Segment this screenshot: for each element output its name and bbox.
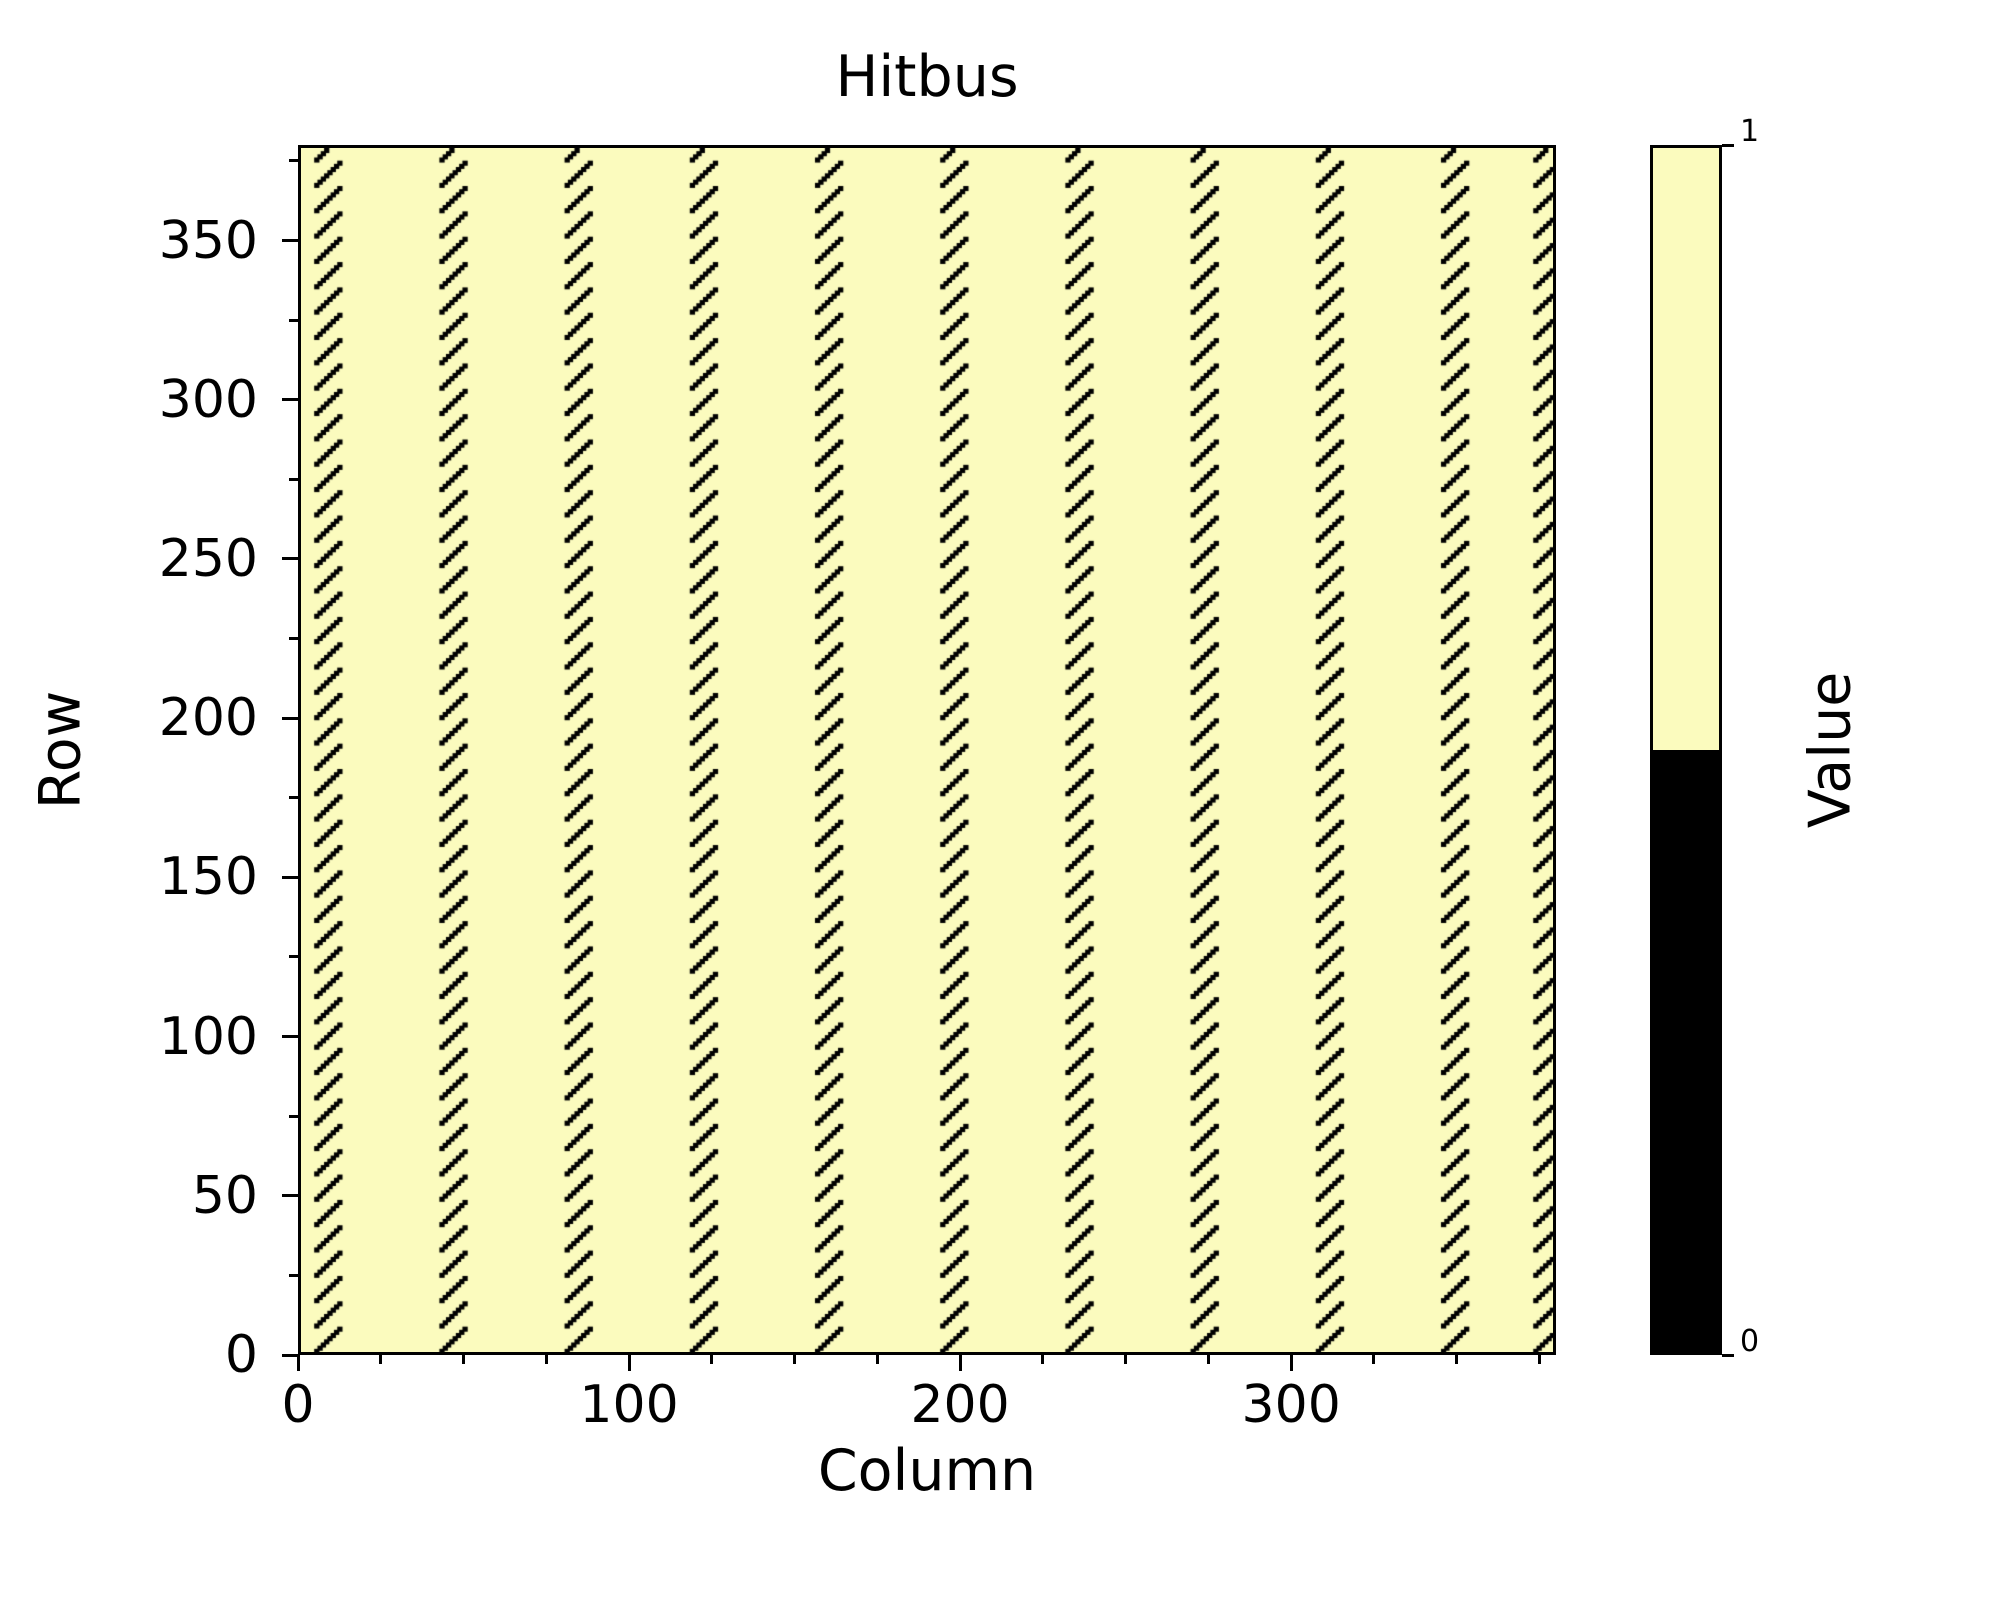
x-tick-label: 300 xyxy=(1241,1375,1341,1435)
x-tick-minor xyxy=(379,1355,383,1364)
y-tick-label: 300 xyxy=(158,369,258,430)
x-tick-minor xyxy=(1206,1355,1210,1364)
x-tick-minor xyxy=(462,1355,466,1364)
x-tick-minor xyxy=(1124,1355,1128,1364)
colorbar-tick-bottom xyxy=(1722,1353,1734,1357)
y-tick-label: 200 xyxy=(158,688,258,749)
x-tick-label: 200 xyxy=(910,1375,1010,1435)
y-tick-major xyxy=(282,398,298,402)
x-tick-major xyxy=(627,1355,631,1371)
x-axis-label: Column xyxy=(817,1438,1037,1504)
x-tick-label: 0 xyxy=(281,1375,315,1435)
y-tick-label: 100 xyxy=(158,1006,258,1067)
x-tick-major xyxy=(296,1355,300,1371)
y-tick-major xyxy=(282,239,298,243)
y-tick-minor xyxy=(289,159,298,163)
x-tick-minor xyxy=(1537,1355,1541,1364)
y-tick-major xyxy=(282,1035,298,1039)
x-tick-minor xyxy=(793,1355,797,1364)
y-tick-minor xyxy=(289,1273,298,1277)
y-tick-major xyxy=(282,557,298,561)
x-tick-label: 100 xyxy=(579,1375,679,1435)
y-tick-minor xyxy=(289,637,298,641)
colorbar xyxy=(1650,145,1722,1355)
y-tick-major xyxy=(282,1353,298,1357)
y-tick-label: 150 xyxy=(158,847,258,908)
page-title: Hitbus xyxy=(835,44,1019,110)
x-tick-minor xyxy=(1041,1355,1045,1364)
colorbar-label-text: Value xyxy=(1797,671,1863,829)
y-tick-label: 250 xyxy=(158,528,258,589)
y-tick-major xyxy=(282,1194,298,1198)
heatmap-image xyxy=(301,148,1553,1352)
y-tick-label: 50 xyxy=(191,1165,258,1226)
colorbar-tick-label: 0 xyxy=(1740,1324,1760,1359)
colorbar-tick-label: 1 xyxy=(1740,114,1760,149)
y-tick-minor xyxy=(289,1114,298,1118)
y-tick-label: 350 xyxy=(158,210,258,271)
x-tick-minor xyxy=(1455,1355,1459,1364)
y-tick-minor xyxy=(289,796,298,800)
y-tick-major xyxy=(282,875,298,879)
y-tick-label: 0 xyxy=(224,1325,258,1385)
y-tick-minor xyxy=(289,477,298,481)
x-tick-minor xyxy=(875,1355,879,1364)
colorbar-segment-low xyxy=(1653,750,1719,1352)
y-tick-minor xyxy=(289,955,298,959)
y-tick-major xyxy=(282,716,298,720)
colorbar-tick-top xyxy=(1722,143,1734,147)
y-tick-minor xyxy=(289,318,298,322)
y-axis-label-text: Row xyxy=(26,690,93,810)
x-tick-major xyxy=(958,1355,962,1371)
x-tick-major xyxy=(1289,1355,1293,1371)
y-axis-label: Row xyxy=(0,145,120,1355)
x-tick-minor xyxy=(1372,1355,1376,1364)
colorbar-label: Value xyxy=(1770,145,1890,1355)
x-tick-minor xyxy=(544,1355,548,1364)
heatmap-plot-area xyxy=(298,145,1556,1355)
colorbar-segment-high xyxy=(1653,148,1719,750)
x-tick-minor xyxy=(710,1355,714,1364)
